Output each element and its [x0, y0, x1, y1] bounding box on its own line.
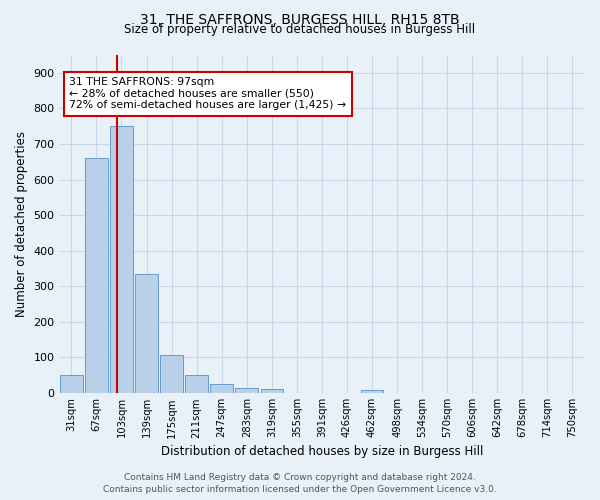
- Bar: [135, 274, 158, 393]
- Bar: [85, 158, 108, 393]
- Bar: [260, 390, 283, 393]
- Text: 31, THE SAFFRONS, BURGESS HILL, RH15 8TB: 31, THE SAFFRONS, BURGESS HILL, RH15 8TB: [140, 12, 460, 26]
- Bar: [235, 388, 258, 393]
- Text: 31 THE SAFFRONS: 97sqm
← 28% of detached houses are smaller (550)
72% of semi-de: 31 THE SAFFRONS: 97sqm ← 28% of detached…: [70, 77, 346, 110]
- Bar: [211, 384, 233, 393]
- Bar: [361, 390, 383, 393]
- Bar: [160, 354, 183, 393]
- Text: Size of property relative to detached houses in Burgess Hill: Size of property relative to detached ho…: [124, 22, 476, 36]
- Text: Contains HM Land Registry data © Crown copyright and database right 2024.
Contai: Contains HM Land Registry data © Crown c…: [103, 472, 497, 494]
- Y-axis label: Number of detached properties: Number of detached properties: [15, 131, 28, 317]
- Bar: [60, 375, 83, 393]
- Bar: [185, 375, 208, 393]
- X-axis label: Distribution of detached houses by size in Burgess Hill: Distribution of detached houses by size …: [161, 444, 483, 458]
- Bar: [110, 126, 133, 393]
